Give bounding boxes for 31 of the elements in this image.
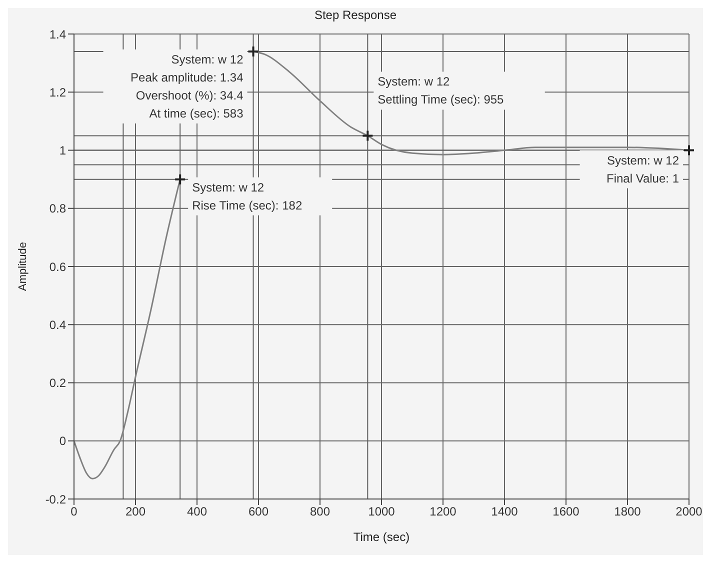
x-tick-label: 1200 <box>430 504 457 519</box>
data-tip: System: w 12 Peak amplitude: 1.34 Overshoot (%): 34.4 At time (sec): 583 <box>103 45 260 124</box>
x-tick-label: 1400 <box>491 504 518 519</box>
y-tick-label: 1.2 <box>49 85 66 100</box>
x-tick-label: 1000 <box>368 504 396 519</box>
y-tick-label: 0.2 <box>49 376 66 390</box>
x-tick-label: 800 <box>310 504 330 519</box>
annotation: System: w 12 Peak amplitude: 1.34 Overshoot (%): 34.4 At time (sec): 583 <box>130 52 244 120</box>
chart-title: Step Response <box>313 8 398 24</box>
x-axis-title: Time (sec) <box>353 530 410 544</box>
data-tip: System: w 12 Settling Time (sec): 955 <box>362 72 545 142</box>
x-tick-label: 600 <box>248 504 269 519</box>
x-tick-label: 400 <box>186 504 208 519</box>
x-tick-label: 0 <box>70 504 78 519</box>
y-axis-title: Amplitude <box>16 242 29 291</box>
y-tick-label: 1.4 <box>49 27 66 42</box>
y-tick-label: 0.4 <box>49 318 66 332</box>
x-tick-label: 200 <box>125 504 146 519</box>
x-tick-label: 2000 <box>676 504 703 519</box>
data-tip: System: w 12 Rise Time (sec): 182 <box>174 173 332 216</box>
y-tick-label: 0.6 <box>49 260 66 274</box>
data-tip: System: w 12 Final Value: 1 <box>580 144 695 188</box>
y-tick-label: 0.8 <box>49 202 66 216</box>
annotation: System: w 12 Final Value: 1 <box>606 153 680 186</box>
y-tick-label: 1 <box>59 144 66 158</box>
x-tick-label: 1800 <box>614 504 642 519</box>
x-tick-label: 1600 <box>552 504 580 519</box>
y-tick-label: -0.2 <box>45 492 66 506</box>
annotation: System: w 12 Rise Time (sec): 182 <box>192 180 302 212</box>
y-tick-label: 0 <box>59 434 66 448</box>
annotation: System: w 12 Settling Time (sec): 955 <box>378 74 504 107</box>
